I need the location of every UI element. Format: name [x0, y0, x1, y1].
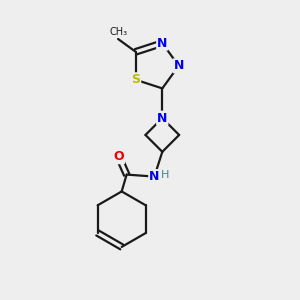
Text: N: N	[149, 170, 160, 183]
Text: S: S	[131, 73, 140, 86]
Text: CH₃: CH₃	[109, 27, 127, 37]
Text: N: N	[157, 112, 167, 124]
Text: N: N	[173, 59, 184, 72]
Text: N: N	[157, 37, 167, 50]
Text: O: O	[113, 150, 124, 163]
Text: H: H	[161, 169, 170, 180]
